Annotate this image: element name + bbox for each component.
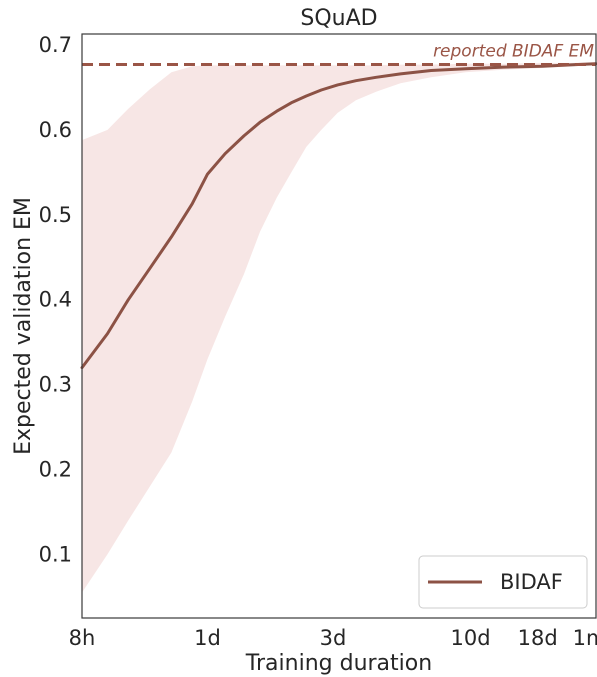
y-tick-label: 0.3 bbox=[39, 373, 72, 397]
x-tick-label: 18d bbox=[518, 626, 558, 650]
reference-line-label: reported BIDAF EM bbox=[433, 42, 594, 62]
x-tick-label: 8h bbox=[69, 626, 96, 650]
y-tick-label: 0.7 bbox=[39, 33, 72, 57]
series-line-bidaf bbox=[80, 62, 597, 370]
legend-entry-bidaf: BIDAF bbox=[500, 570, 563, 594]
y-tick-label: 0.4 bbox=[39, 288, 72, 312]
x-tick-label: 1mo bbox=[573, 626, 597, 650]
x-tick-labels: 8h 1d 3d 10d 18d 1mo bbox=[69, 626, 597, 650]
x-tick-label: 3d bbox=[320, 626, 347, 650]
legend: BIDAF bbox=[418, 555, 588, 609]
y-tick-label: 0.1 bbox=[39, 542, 72, 566]
legend-box bbox=[418, 555, 588, 609]
confidence-band-bidaf bbox=[82, 62, 596, 593]
y-tick-label: 0.2 bbox=[39, 457, 72, 481]
y-tick-label: 0.5 bbox=[39, 203, 72, 227]
x-tick-label: 10d bbox=[450, 626, 490, 650]
chart-title: SQuAD bbox=[300, 6, 377, 31]
plot-frame bbox=[81, 33, 597, 619]
x-tick-label: 1d bbox=[194, 626, 221, 650]
x-axis-label: Training duration bbox=[245, 651, 432, 676]
confidence-band-layer bbox=[82, 62, 596, 593]
y-axis-label: Expected validation EM bbox=[11, 197, 36, 455]
series-line-layer bbox=[80, 62, 597, 370]
y-tick-label: 0.6 bbox=[39, 118, 72, 142]
y-tick-labels: 0.1 0.2 0.3 0.4 0.5 0.6 0.7 bbox=[39, 33, 72, 566]
